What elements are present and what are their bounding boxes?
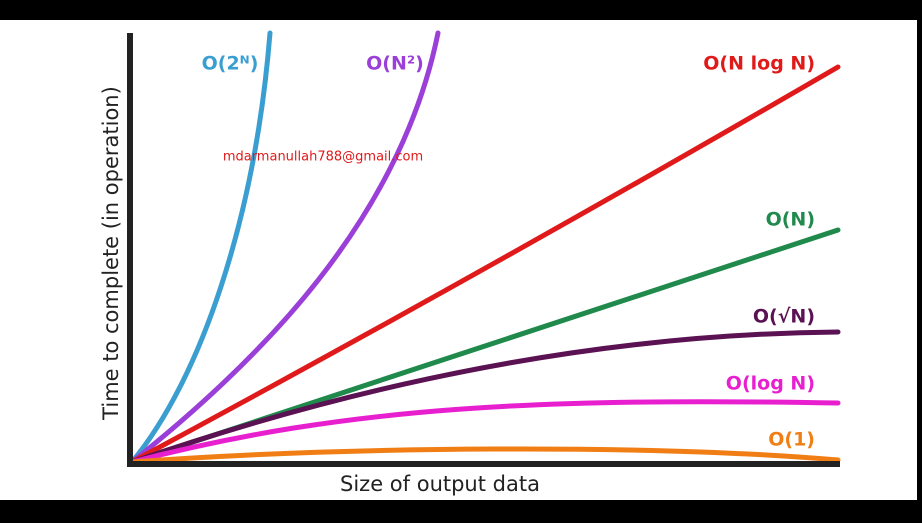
curve-label: O(log N) xyxy=(726,373,815,395)
curve-quadratic xyxy=(129,30,441,465)
top-bar xyxy=(0,0,922,20)
bottom-bar xyxy=(0,500,922,523)
curve-sqrt xyxy=(129,329,841,465)
curve-label: O(N log N) xyxy=(703,53,815,75)
curve-label: O(N²) xyxy=(366,53,424,75)
curve-log xyxy=(129,399,841,465)
x-axis-label: Size of output data xyxy=(340,472,540,496)
curve-label: O(√N) xyxy=(753,306,815,328)
y-axis-label: Time to complete (in operation) xyxy=(99,86,123,421)
curve-constant xyxy=(129,446,841,465)
watermark: mdarmanullah788@gmail.com xyxy=(223,150,423,165)
curve-label: O(1) xyxy=(768,429,815,451)
right-bar xyxy=(917,0,922,523)
curve-label: O(N) xyxy=(766,209,815,231)
curve-exp xyxy=(129,30,273,465)
curve-nlogn xyxy=(129,64,841,465)
curve-label: O(2ᴺ) xyxy=(202,53,259,75)
